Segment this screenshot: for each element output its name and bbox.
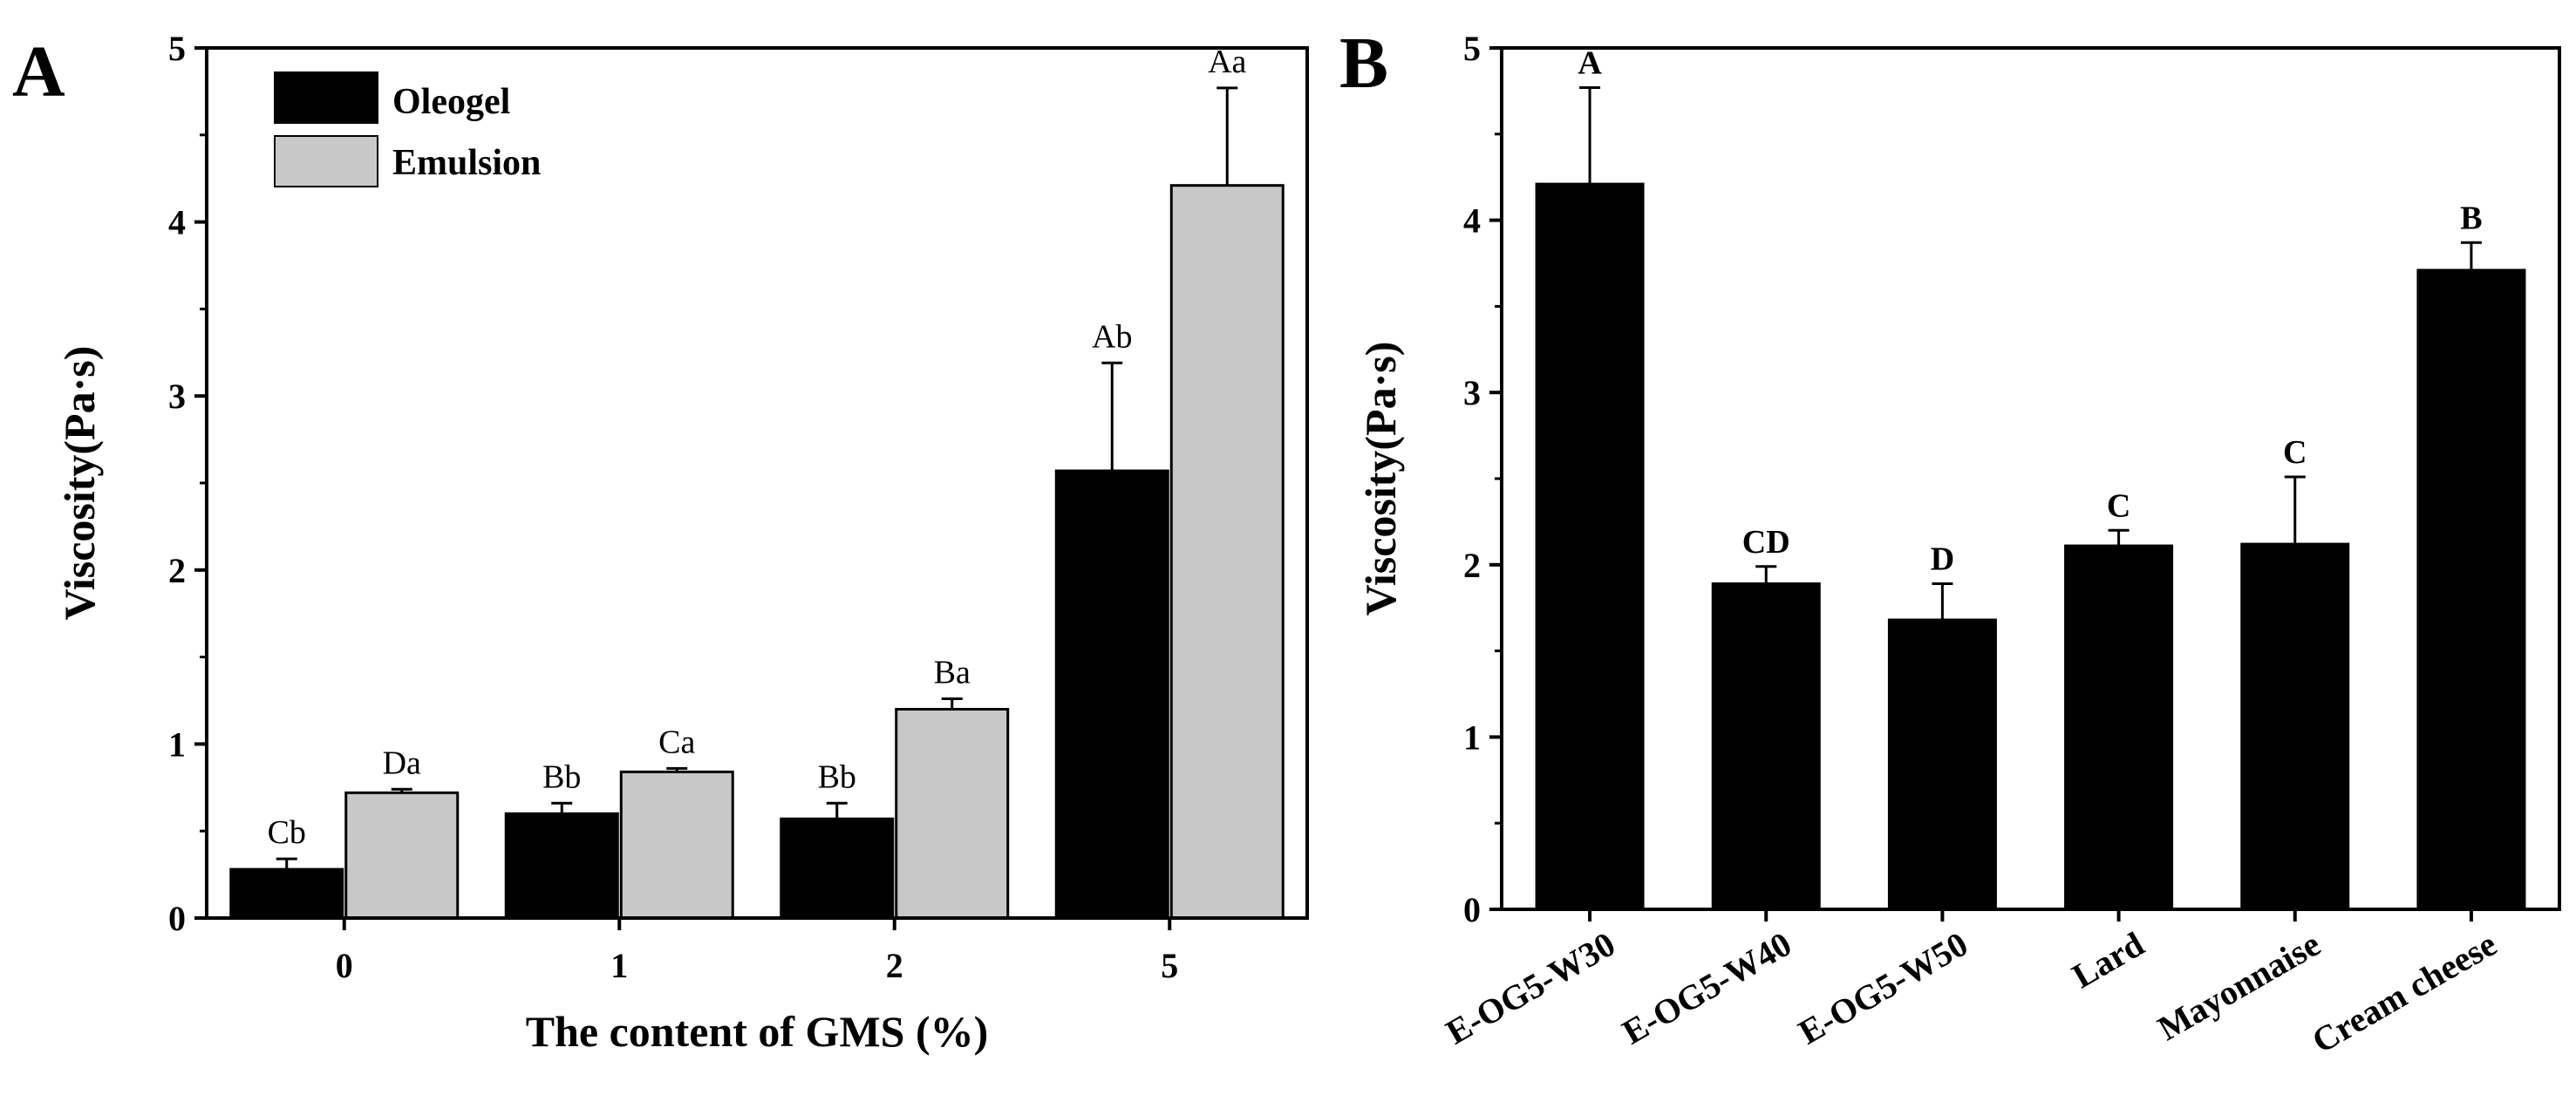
panel-a-bar-oleogel-2 — [780, 817, 895, 920]
panel-b-x-tick-label-cream-cheese: Cream cheese — [2306, 924, 2504, 1061]
panel-b-x-tick-label-mayonnaise: Mayonnaise — [2151, 924, 2327, 1048]
panel-a-bar-emulsion-0 — [344, 791, 460, 920]
panel-b-x-tick-label-e-og5-w40: E-OG5-W40 — [1616, 924, 1798, 1052]
panel-b-sig-label-e-og5-w40: CD — [1742, 524, 1790, 561]
legend-label-oleogel: Oleogel — [392, 82, 510, 122]
panel-b-sig-label-e-og5-w30: A — [1578, 44, 1602, 81]
panel-b-x-tick-label-e-og5-w30: E-OG5-W30 — [1439, 924, 1621, 1052]
panel-a-x-tick-label-1: 1 — [610, 946, 628, 985]
panel-a-bar-oleogel-5 — [1054, 469, 1169, 920]
panel-b-sig-label-e-og5-w50: D — [1931, 541, 1954, 578]
panel-a-bar-oleogel-0 — [229, 867, 344, 920]
panel-a-sig-label-emulsion-0: Da — [383, 745, 421, 781]
panel-b-bar-e-og5-w50 — [1887, 618, 1997, 911]
panel-a-x-tick-label-0: 0 — [336, 946, 353, 985]
panel-b-frame — [1500, 46, 2561, 911]
panel-b-bar-e-og5-w30 — [1535, 182, 1645, 911]
panel-b-y-tick-label-2: 2 — [1463, 546, 1481, 585]
panel-b-sig-label-mayonnaise: C — [2283, 434, 2307, 471]
legend-label-emulsion: Emulsion — [392, 143, 541, 183]
panel-b-y-tick-label-0: 0 — [1463, 890, 1481, 929]
panel-b-y-axis-title: Viscosity(Pa·s) — [1356, 342, 1405, 616]
chart-b: 0 1 2 3 4 5 E-OG5-W30 A E-OG5-W40 CD E-OG5-W50 D Lar… — [1439, 29, 2526, 1061]
panel-a-sig-label-oleogel-2: Bb — [818, 758, 856, 795]
panel-a-sig-label-emulsion-2: Ba — [934, 655, 971, 691]
panel-a-y-tick-label-2: 2 — [168, 551, 186, 590]
panel-a-x-axis-title: The content of GMS (%) — [526, 1007, 989, 1056]
panel-a-y-axis-title: Viscosity(Pa·s) — [55, 346, 104, 621]
panel-a-bar-oleogel-1 — [504, 812, 619, 920]
panel-b-sig-label-lard: C — [2107, 487, 2130, 524]
panel-a-frame — [205, 46, 1309, 920]
panel-a-x-tick-label-2: 2 — [886, 946, 903, 985]
panel-a-sig-label-emulsion-1: Ca — [658, 724, 695, 760]
panel-b-y-tick-label-5: 5 — [1463, 29, 1481, 68]
panel-a-y-tick-label-0: 0 — [168, 899, 186, 938]
panel-a-bar-emulsion-5 — [1169, 184, 1285, 920]
panel-b-letter: B — [1339, 23, 1388, 104]
panel-a-letter: A — [12, 31, 65, 112]
panel-b-y-tick-label-4: 4 — [1463, 201, 1481, 241]
panel-b-bar-cream-cheese — [2416, 269, 2526, 911]
panel-b-bar-mayonnaise — [2240, 542, 2350, 911]
panel-b-x-tick-label-lard: Lard — [2066, 924, 2151, 996]
legend-swatch-oleogel — [274, 71, 378, 124]
panel-b-y-tick-label-1: 1 — [1463, 718, 1481, 757]
panel-a-y-tick-label-5: 5 — [168, 29, 186, 68]
panel-b-bar-e-og5-w40 — [1711, 582, 1821, 911]
panel-a-bar-emulsion-2 — [895, 707, 1010, 920]
panel-b-x-tick-label-e-og5-w50: E-OG5-W50 — [1792, 924, 1974, 1052]
panel-a-sig-label-oleogel-1: Bb — [542, 758, 581, 795]
panel-a-y-tick-label-3: 3 — [168, 377, 186, 416]
panel-a-x-tick-label-5: 5 — [1161, 946, 1178, 985]
panel-b-bar-lard — [2064, 544, 2174, 911]
legend-swatch-emulsion — [274, 135, 378, 187]
panel-b-y-tick-label-3: 3 — [1463, 373, 1481, 412]
panel-a-y-tick-label-1: 1 — [168, 724, 186, 764]
panel-a-sig-label-oleogel-5: Ab — [1092, 318, 1132, 355]
panel-a-y-tick-label-4: 4 — [168, 203, 186, 242]
panel-a-sig-label-oleogel-0: Cb — [268, 814, 306, 851]
panel-a-bar-emulsion-1 — [619, 770, 734, 920]
panel-b-sig-label-cream-cheese: B — [2460, 200, 2482, 236]
